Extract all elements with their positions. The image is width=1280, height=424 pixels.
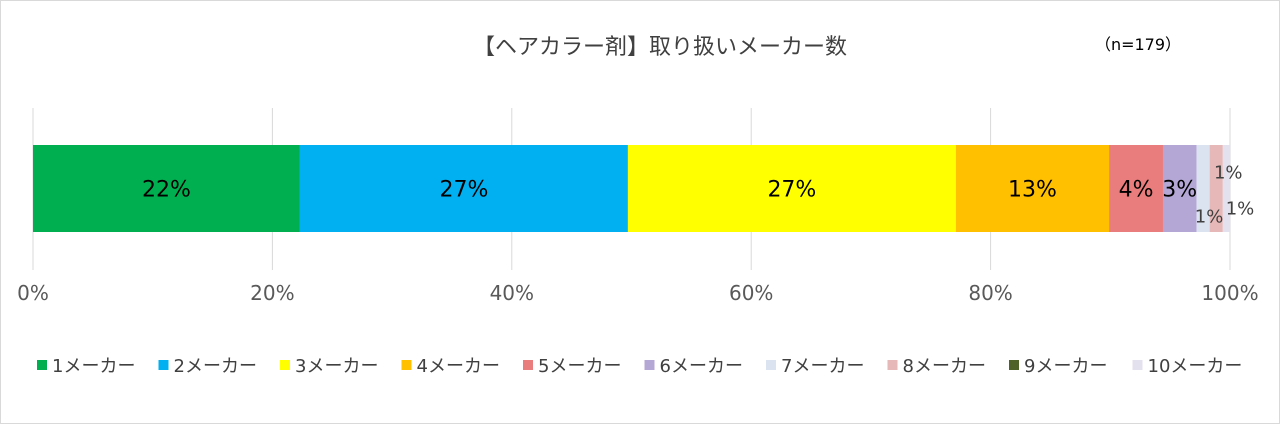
bar-segment bbox=[33, 145, 300, 232]
legend: 1メーカー 2メーカー 3メーカー 4メーカー 5メーカー 6メーカー 7メーカー 8メーカー… bbox=[37, 356, 1242, 377]
bar-segment bbox=[1222, 145, 1230, 232]
data-labels: 22% 27% 27% 13% 4% 3%1%1%1% bbox=[142, 163, 1254, 228]
data-label: 13% bbox=[1008, 178, 1057, 203]
legend-label: 2メーカー bbox=[174, 356, 257, 377]
legend-label: 10メーカー bbox=[1148, 356, 1243, 377]
legend-swatch bbox=[644, 360, 655, 370]
legend-swatch bbox=[401, 360, 412, 370]
legend-swatch bbox=[887, 360, 898, 370]
legend-swatch bbox=[523, 360, 533, 370]
legend-label: 6メーカー bbox=[660, 356, 743, 377]
bar-segments bbox=[33, 145, 1230, 232]
data-label: 1% bbox=[1214, 163, 1243, 184]
x-axis-ticks: 0% 20% 40% 60% 80% 100% bbox=[17, 281, 1258, 305]
x-tick-label: 20% bbox=[250, 281, 294, 305]
legend-swatch bbox=[280, 360, 290, 370]
legend-label: 1メーカー bbox=[52, 356, 135, 377]
data-label: 22% bbox=[142, 178, 191, 203]
legend-label: 7メーカー bbox=[781, 356, 864, 377]
bar-segment bbox=[627, 145, 956, 232]
data-label: 27% bbox=[439, 178, 488, 203]
legend-swatch bbox=[1009, 360, 1019, 370]
bar-segment bbox=[1109, 145, 1163, 232]
legend-label: 4メーカー bbox=[417, 356, 500, 377]
data-label: 3% bbox=[1162, 178, 1197, 203]
legend-label: 9メーカー bbox=[1024, 356, 1107, 377]
legend-swatch bbox=[1132, 360, 1143, 370]
x-tick-label: 60% bbox=[729, 281, 773, 305]
bar-segment bbox=[299, 145, 628, 232]
legend-swatch bbox=[158, 360, 169, 370]
chart-title: 【ヘアカラー剤】取り扱いメーカー数 bbox=[473, 35, 847, 60]
data-label: 1% bbox=[1195, 207, 1224, 228]
bar-segment bbox=[1162, 145, 1197, 232]
bar-segment bbox=[1209, 145, 1223, 232]
data-label: 1% bbox=[1226, 199, 1255, 220]
legend-label: 8メーカー bbox=[903, 356, 986, 377]
legend-swatch bbox=[37, 360, 47, 370]
legend-swatch bbox=[766, 360, 776, 370]
sample-size-note: （n=179） bbox=[1095, 35, 1181, 54]
data-label: 27% bbox=[767, 178, 816, 203]
x-tick-label: 0% bbox=[17, 281, 49, 305]
bar-segment bbox=[1196, 145, 1210, 232]
data-label: 4% bbox=[1119, 178, 1154, 203]
legend-label: 3メーカー bbox=[295, 356, 378, 377]
x-tick-label: 40% bbox=[490, 281, 534, 305]
x-tick-label: 100% bbox=[1201, 281, 1258, 305]
x-tick-label: 80% bbox=[968, 281, 1012, 305]
legend-label: 5メーカー bbox=[538, 356, 621, 377]
bar-segment bbox=[955, 145, 1110, 232]
